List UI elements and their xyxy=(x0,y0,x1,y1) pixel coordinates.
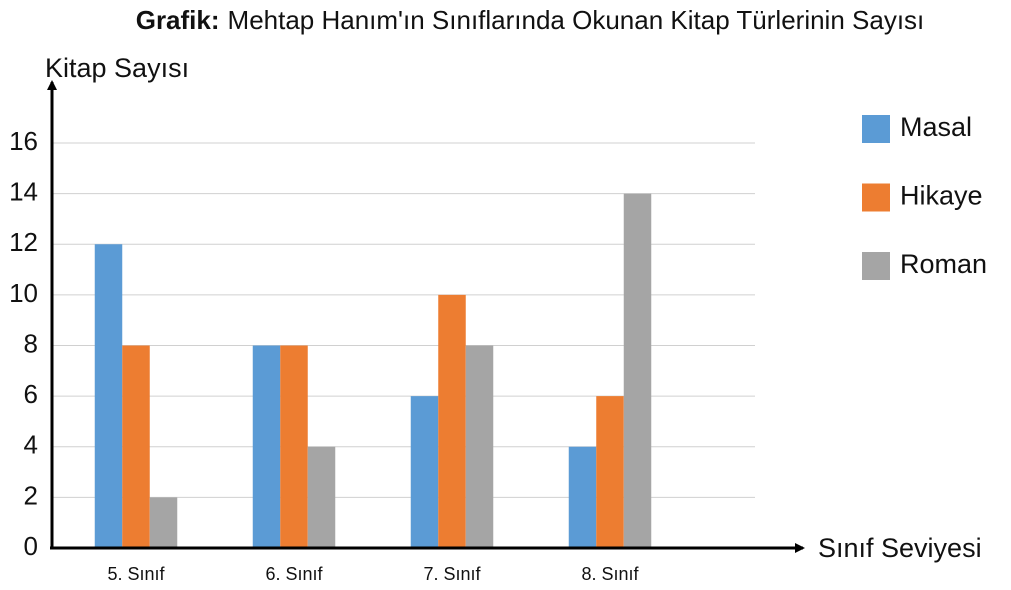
legend-label: Roman xyxy=(900,249,987,279)
x-tick-label: 6. Sınıf xyxy=(265,564,323,584)
y-tick-label: 12 xyxy=(9,227,38,257)
y-axis-label: Kitap Sayısı xyxy=(45,53,189,83)
bar xyxy=(465,345,494,548)
y-tick-label: 16 xyxy=(9,126,38,156)
chart-title: Grafik: Mehtap Hanım'ın Sınıflarında Okun… xyxy=(136,5,925,35)
y-tick-label: 2 xyxy=(24,480,38,510)
legend-swatch xyxy=(862,115,890,143)
bar xyxy=(596,396,624,548)
legend-swatch xyxy=(862,252,890,280)
legend-label: Hikaye xyxy=(900,181,983,211)
y-tick-label: 0 xyxy=(24,531,38,561)
title-text: Mehtap Hanım'ın Sınıflarında Okunan Kita… xyxy=(228,5,925,35)
x-tick-label: 7. Sınıf xyxy=(423,564,481,584)
bar xyxy=(252,345,281,548)
bar xyxy=(623,193,652,548)
bar xyxy=(94,244,123,548)
x-tick-label: 5. Sınıf xyxy=(107,564,165,584)
y-tick-label: 6 xyxy=(24,379,38,409)
legend-label: Masal xyxy=(900,112,972,142)
bar xyxy=(568,446,597,548)
x-tick-label: 8. Sınıf xyxy=(581,564,639,584)
bar xyxy=(307,446,336,548)
y-tick-label: 14 xyxy=(9,177,38,207)
bar xyxy=(122,345,150,548)
legend-swatch xyxy=(862,183,890,212)
y-tick-label: 10 xyxy=(9,278,38,308)
bar xyxy=(280,345,308,548)
y-tick-label: 4 xyxy=(24,430,38,460)
title-label: Grafik: xyxy=(136,5,220,35)
bar xyxy=(410,396,439,548)
bar xyxy=(438,294,466,548)
x-axis-label: Sınıf Seviyesi xyxy=(818,533,982,563)
y-tick-label: 8 xyxy=(24,328,38,358)
bar xyxy=(149,497,178,548)
